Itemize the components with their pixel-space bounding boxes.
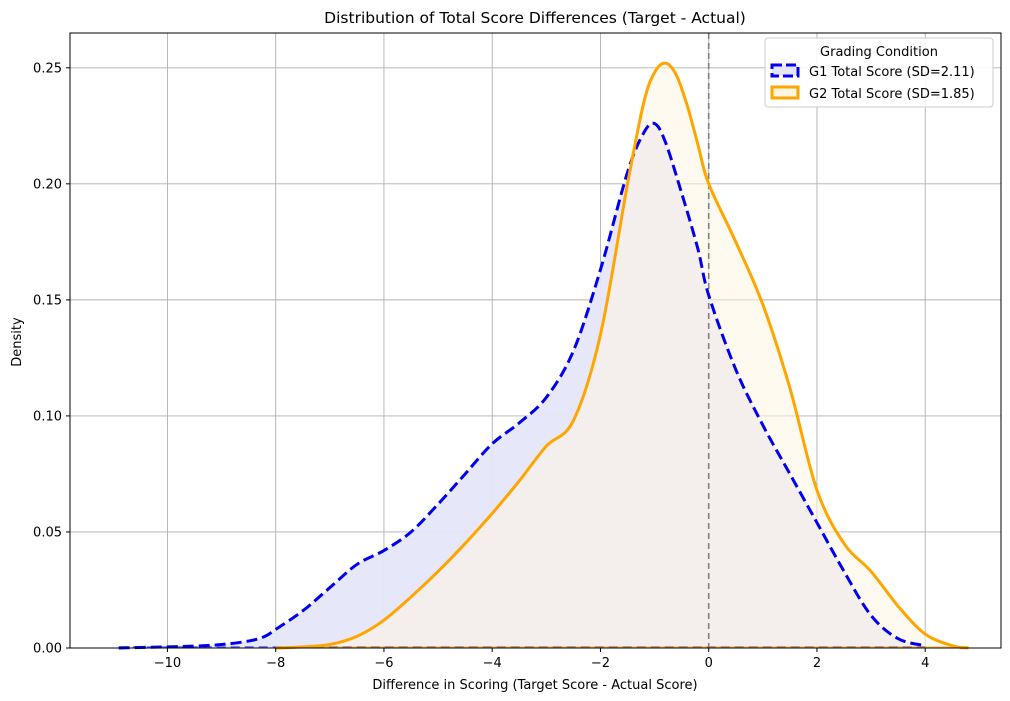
y-tick-label: 0.25 xyxy=(33,61,62,76)
y-tick-label: 0.15 xyxy=(33,293,62,308)
area-fills xyxy=(118,63,969,649)
chart-title: Distribution of Total Score Differences … xyxy=(324,9,746,27)
x-tick-label: −8 xyxy=(266,656,285,671)
y-tick-label: 0.10 xyxy=(33,409,62,424)
series-line-2 xyxy=(275,61,969,650)
x-tick-label: −4 xyxy=(483,656,502,671)
x-tick-label: −10 xyxy=(154,656,181,671)
legend-label-2: G2 Total Score (SD=1.85) xyxy=(809,87,975,102)
x-tick-label: −2 xyxy=(591,656,610,671)
x-axis-label: Difference in Scoring (Target Score - Ac… xyxy=(372,678,697,693)
x-tick-label: −6 xyxy=(374,656,393,671)
y-axis-label: Density xyxy=(10,317,25,367)
legend-title: Grading Condition xyxy=(820,45,938,60)
legend: Grading Condition G1 Total Score (SD=2.1… xyxy=(764,37,994,108)
y-axis-ticks: 0.00 0.05 0.10 0.15 0.20 0.25 xyxy=(33,61,70,657)
x-tick-label: 2 xyxy=(813,656,821,671)
x-tick-label: 4 xyxy=(921,656,929,671)
y-tick-label: 0.00 xyxy=(33,642,62,657)
series-lines xyxy=(118,61,969,650)
legend-entries: G1 Total Score (SD=2.11) G2 Total Score (… xyxy=(770,63,975,102)
legend-swatch-1 xyxy=(770,63,800,78)
legend-label-1: G1 Total Score (SD=2.11) xyxy=(809,65,975,80)
legend-box xyxy=(764,37,994,108)
x-tick-label: 0 xyxy=(705,656,713,671)
x-axis-ticks: −10 −8 −6 −4 −2 0 2 4 xyxy=(154,648,929,671)
y-tick-label: 0.20 xyxy=(33,177,62,192)
legend-swatch-2 xyxy=(770,85,800,100)
series-fill-2 xyxy=(275,63,969,648)
series-line-1 xyxy=(118,121,926,650)
y-tick-label: 0.05 xyxy=(33,525,62,540)
plot-frame xyxy=(69,32,1002,649)
